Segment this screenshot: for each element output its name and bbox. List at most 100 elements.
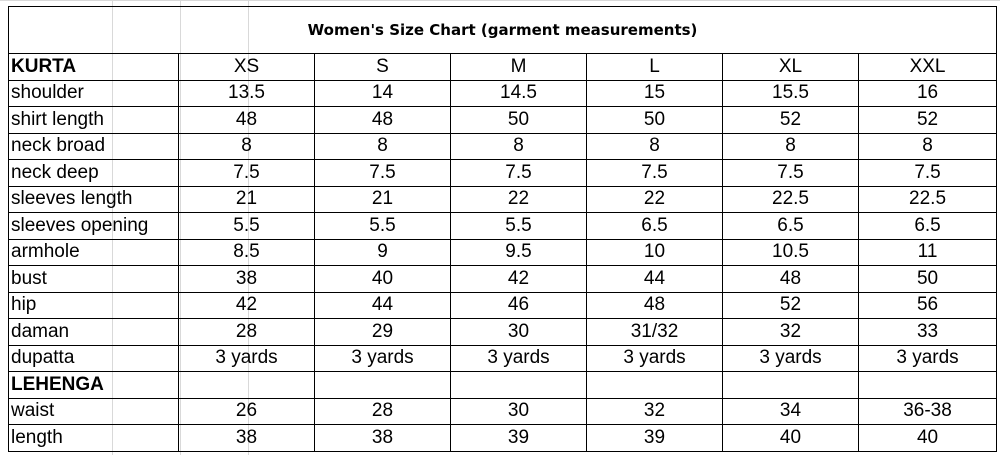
measurement-cell: 7.5 [314,159,451,187]
size-header-xxl: XXL [857,53,998,81]
measurement-cell: 3 yards [857,344,998,372]
measurement-cell: 29 [314,318,451,346]
measurement-cell: 13.5 [178,79,315,107]
measurement-cell: 3 yards [178,344,315,372]
measurement-cell: 34 [722,397,859,425]
measurement-cell: 7.5 [450,159,587,187]
measurement-cell: 38 [178,424,315,452]
measurement-cell: 36-38 [857,397,998,425]
kurta-row: dupatta 3 yards 3 yards 3 yards 3 yards 3 yar… [8,344,998,372]
size-header-xl: XL [722,53,859,81]
measurement-cell: 50 [450,106,587,134]
measurement-cell: 39 [586,424,723,452]
chart-title: Women's Size Chart (garment measurements… [7,6,998,54]
measurement-cell: 50 [586,106,723,134]
lehenga-row: length 38 38 39 39 40 40 [8,424,998,452]
kurta-row: shirt length 48 48 50 50 52 52 [8,106,998,134]
row-label: shirt length [8,106,179,134]
size-header-s: S [314,53,451,81]
measurement-cell: 42 [450,265,587,293]
size-chart-table: Women's Size Chart (garment measurements… [7,6,998,452]
measurement-cell: 52 [857,106,998,134]
kurta-section-label: KURTA [8,53,179,81]
measurement-cell: 8 [314,132,451,160]
measurement-cell: 9.5 [450,238,587,266]
empty-cell [722,371,859,399]
measurement-cell: 33 [857,318,998,346]
measurement-cell: 31/32 [586,318,723,346]
measurement-cell: 44 [314,291,451,319]
kurta-row: sleeves opening 5.5 5.5 5.5 6.5 6.5 6.5 [8,212,998,240]
measurement-cell: 6.5 [857,212,998,240]
row-label: armhole [8,238,179,266]
row-label: waist [8,397,179,425]
kurta-row: neck broad 8 8 8 8 8 8 [8,132,998,160]
measurement-cell: 5.5 [314,212,451,240]
measurement-cell: 38 [314,424,451,452]
measurement-cell: 8 [857,132,998,160]
empty-cell [450,371,587,399]
kurta-row: armhole 8.5 9 9.5 10 10.5 11 [8,238,998,266]
measurement-cell: 8 [178,132,315,160]
measurement-cell: 5.5 [178,212,315,240]
row-label: neck broad [8,132,179,160]
measurement-cell: 8 [722,132,859,160]
row-label: daman [8,318,179,346]
measurement-cell: 15.5 [722,79,859,107]
kurta-row: neck deep 7.5 7.5 7.5 7.5 7.5 7.5 [8,159,998,187]
measurement-cell: 7.5 [178,159,315,187]
measurement-cell: 28 [178,318,315,346]
measurement-cell: 10 [586,238,723,266]
measurement-cell: 3 yards [314,344,451,372]
measurement-cell: 40 [857,424,998,452]
measurement-cell: 16 [857,79,998,107]
measurement-cell: 48 [314,106,451,134]
measurement-cell: 38 [178,265,315,293]
row-label: sleeves opening [8,212,179,240]
measurement-cell: 3 yards [586,344,723,372]
measurement-cell: 48 [178,106,315,134]
lehenga-header-row: LEHENGA [8,371,998,399]
row-label: dupatta [8,344,179,372]
measurement-cell: 11 [857,238,998,266]
measurement-cell: 48 [722,265,859,293]
kurta-row: shoulder 13.5 14 14.5 15 15.5 16 [8,79,998,107]
measurement-cell: 32 [722,318,859,346]
measurement-cell: 22 [586,185,723,213]
measurement-cell: 5.5 [450,212,587,240]
measurement-cell: 44 [586,265,723,293]
lehenga-section-label: LEHENGA [8,371,179,399]
measurement-cell: 40 [722,424,859,452]
measurement-cell: 30 [450,318,587,346]
measurement-cell: 39 [450,424,587,452]
size-header-xs: XS [178,53,315,81]
row-label: bust [8,265,179,293]
kurta-row: bust 38 40 42 44 48 50 [8,265,998,293]
measurement-cell: 40 [314,265,451,293]
measurement-cell: 3 yards [450,344,587,372]
empty-cell [586,371,723,399]
measurement-cell: 52 [722,291,859,319]
measurement-cell: 21 [314,185,451,213]
measurement-cell: 30 [450,397,587,425]
row-label: shoulder [8,79,179,107]
kurta-row: hip 42 44 46 48 52 56 [8,291,998,319]
row-label: length [8,424,179,452]
empty-cell [857,371,998,399]
measurement-cell: 3 yards [722,344,859,372]
measurement-cell: 9 [314,238,451,266]
sheet-gridline [0,0,1000,1]
measurement-cell: 7.5 [722,159,859,187]
measurement-cell: 46 [450,291,587,319]
measurement-cell: 56 [857,291,998,319]
measurement-cell: 22.5 [857,185,998,213]
measurement-cell: 7.5 [586,159,723,187]
measurement-cell: 42 [178,291,315,319]
measurement-cell: 14.5 [450,79,587,107]
empty-cell [314,371,451,399]
measurement-cell: 8 [586,132,723,160]
measurement-cell: 28 [314,397,451,425]
empty-cell [178,371,315,399]
size-chart-sheet: Women's Size Chart (garment measurements… [7,6,998,452]
measurement-cell: 26 [178,397,315,425]
